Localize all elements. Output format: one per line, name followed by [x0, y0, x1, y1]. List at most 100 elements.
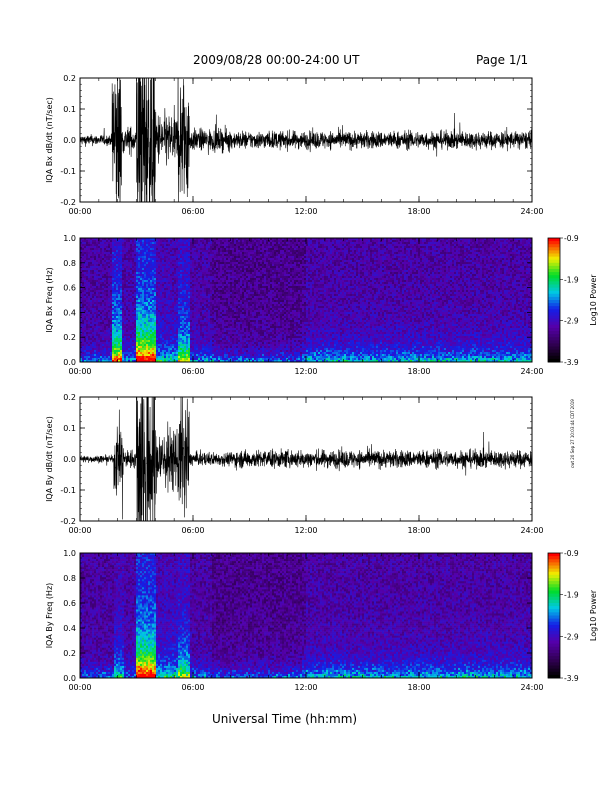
spectrogram-cell [86, 286, 88, 288]
spectrogram-cell [98, 356, 100, 358]
spectrogram-cell [136, 308, 138, 310]
spectrogram-cell [190, 310, 192, 312]
spectrogram-cell [186, 306, 188, 308]
spectrogram-cell [84, 280, 86, 282]
spectrogram-cell [184, 302, 186, 304]
spectrogram-cell [108, 248, 110, 250]
spectrogram-cell [154, 312, 156, 314]
spectrogram-cell [148, 310, 150, 312]
spectrogram-cell [96, 296, 98, 298]
spectrogram-cell [218, 342, 220, 344]
spectrogram-cell [158, 304, 160, 306]
spectrogram-cell [92, 344, 94, 346]
spectrogram-cell [94, 356, 96, 358]
spectrogram-cell [140, 326, 142, 328]
spectrogram-cell [102, 320, 104, 322]
spectrogram-cell [126, 300, 128, 302]
spectrogram-cell [228, 300, 230, 302]
spectrogram-cell [228, 346, 230, 348]
spectrogram-cell [114, 302, 116, 304]
spectrogram-cell [148, 264, 150, 266]
spectrogram-cell [132, 330, 134, 332]
spectrogram-cell [112, 276, 114, 278]
spectrogram-cell [96, 248, 98, 250]
spectrogram-cell [218, 270, 220, 272]
spectrogram-cell [216, 298, 218, 300]
spectrogram-cell [128, 312, 130, 314]
spectrogram-cell [202, 274, 204, 276]
spectrogram-cell [100, 346, 102, 348]
spectrogram-cell [210, 354, 212, 356]
spectrogram-cell [130, 310, 132, 312]
spectrogram-cell [110, 336, 112, 338]
spectrogram-cell [98, 344, 100, 346]
spectrogram-cell [206, 276, 208, 278]
spectrogram-cell [208, 246, 210, 248]
spectrogram-cell [132, 270, 134, 272]
spectrogram-cell [180, 262, 182, 264]
spectrogram-cell [108, 254, 110, 256]
spectrogram-cell [128, 344, 130, 346]
spectrogram-cell [146, 258, 148, 260]
spectrogram-cell [110, 298, 112, 300]
spectrogram-cell [210, 244, 212, 246]
spectrogram-cell [86, 344, 88, 346]
spectrogram-cell [124, 342, 126, 344]
spectrogram-cell [98, 264, 100, 266]
spectrogram-cell [162, 250, 164, 252]
spectrogram-cell [128, 314, 130, 316]
spectrogram-cell [234, 320, 236, 322]
spectrogram-cell [208, 280, 210, 282]
spectrogram-cell [214, 326, 216, 328]
spectrogram-cell [154, 274, 156, 276]
spectrogram-cell [108, 342, 110, 344]
spectrogram-cell [230, 244, 232, 246]
spectrogram-cell [222, 256, 224, 258]
spectrogram-cell [136, 304, 138, 306]
spectrogram-cell [206, 278, 208, 280]
spectrogram-cell [164, 300, 166, 302]
spectrogram-cell [116, 346, 118, 348]
spectrogram-cell [182, 282, 184, 284]
spectrogram-cell [154, 258, 156, 260]
spectrogram-cell [206, 352, 208, 354]
spectrogram-cell [120, 340, 122, 342]
spectrogram-cell [218, 328, 220, 330]
spectrogram-cell [188, 240, 190, 242]
spectrogram-cell [150, 268, 152, 270]
spectrogram-cell [206, 300, 208, 302]
spectrogram-cell [220, 340, 222, 342]
spectrogram-cell [190, 240, 192, 242]
spectrogram-cell [180, 246, 182, 248]
spectrogram-cell [106, 334, 108, 336]
spectrogram-cell [168, 260, 170, 262]
spectrogram-cell [216, 342, 218, 344]
spectrogram-cell [216, 328, 218, 330]
spectrogram-cell [172, 314, 174, 316]
spectrogram-cell [192, 260, 194, 262]
spectrogram-cell [148, 254, 150, 256]
spectrogram-cell [138, 282, 140, 284]
spectrogram-cell [84, 250, 86, 252]
spectrogram-cell [160, 284, 162, 286]
spectrogram-cell [136, 262, 138, 264]
spectrogram-cell [132, 326, 134, 328]
spectrogram-cell [234, 286, 236, 288]
spectrogram-cell [174, 256, 176, 258]
spectrogram-cell [202, 338, 204, 340]
spectrogram-cell [166, 290, 168, 292]
spectrogram-cell [128, 348, 130, 350]
spectrogram-cell [132, 324, 134, 326]
spectrogram-cell [88, 284, 90, 286]
spectrogram-cell [208, 350, 210, 352]
spectrogram-cell [120, 316, 122, 318]
spectrogram-cell [162, 334, 164, 336]
spectrogram-cell [178, 264, 180, 266]
spectrogram-cell [230, 324, 232, 326]
spectrogram-cell [186, 324, 188, 326]
spectrogram-cell [144, 328, 146, 330]
spectrogram-cell [194, 302, 196, 304]
spectrogram-cell [142, 276, 144, 278]
spectrogram-cell [214, 298, 216, 300]
spectrogram-cell [146, 276, 148, 278]
